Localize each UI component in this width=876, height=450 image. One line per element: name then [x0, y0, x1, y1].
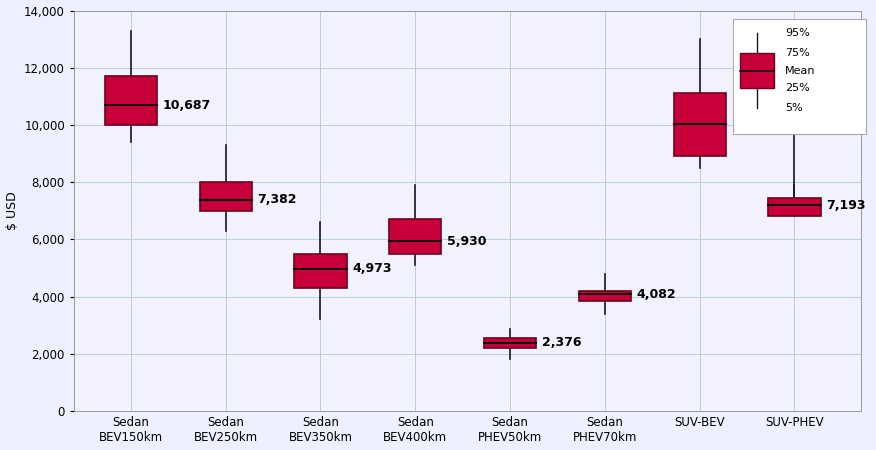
Bar	[733, 19, 865, 134]
Text: 2,376: 2,376	[542, 337, 582, 350]
Text: Mean: Mean	[785, 66, 816, 76]
FancyBboxPatch shape	[484, 338, 536, 348]
Text: 10,040: 10,040	[731, 117, 780, 130]
Text: 25%: 25%	[785, 83, 809, 93]
Text: 5%: 5%	[785, 103, 802, 113]
FancyBboxPatch shape	[768, 198, 821, 216]
Text: 4,973: 4,973	[352, 262, 392, 275]
Text: 7,193: 7,193	[826, 199, 865, 212]
FancyBboxPatch shape	[740, 54, 774, 88]
FancyBboxPatch shape	[674, 94, 725, 157]
Text: 4,082: 4,082	[637, 288, 676, 301]
Y-axis label: $ USD: $ USD	[5, 191, 18, 230]
Text: 7,382: 7,382	[258, 194, 297, 206]
FancyBboxPatch shape	[389, 219, 442, 254]
Text: 10,687: 10,687	[163, 99, 211, 112]
FancyBboxPatch shape	[200, 182, 251, 211]
FancyBboxPatch shape	[294, 254, 347, 288]
FancyBboxPatch shape	[105, 76, 157, 125]
Text: 5,930: 5,930	[447, 235, 486, 248]
FancyBboxPatch shape	[579, 291, 631, 301]
Text: 95%: 95%	[785, 28, 809, 38]
Text: 75%: 75%	[785, 49, 809, 58]
